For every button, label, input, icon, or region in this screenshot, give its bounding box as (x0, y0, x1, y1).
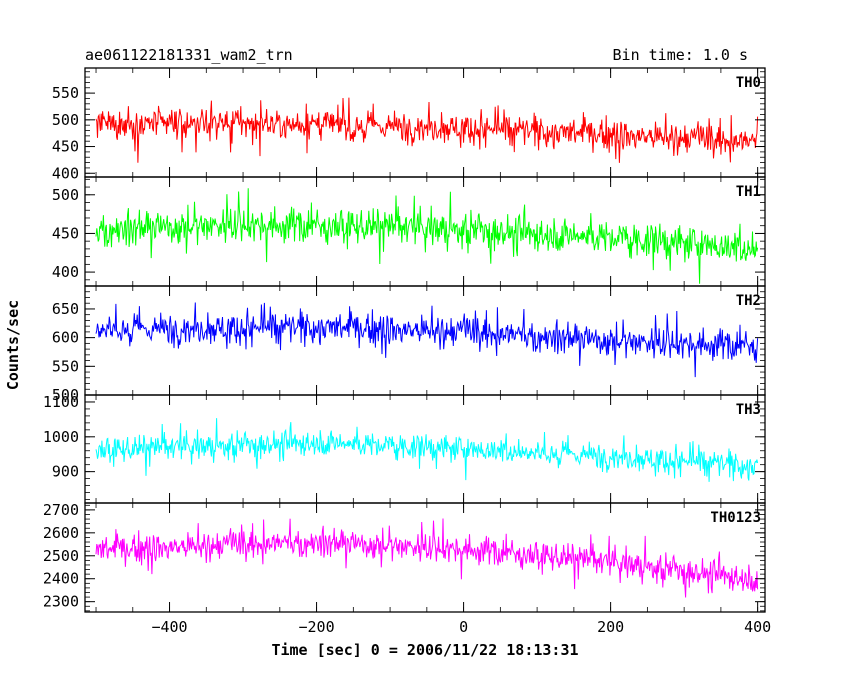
y-tick-label: 450 (52, 224, 79, 242)
x-tick-label: −400 (151, 618, 187, 636)
series-line-th0 (95, 97, 759, 163)
y-tick-label: 2300 (43, 593, 79, 611)
series-line-th2 (95, 302, 759, 378)
panel-th0: 400 450 500 550 TH0 (52, 67, 766, 182)
plot-title: ae061122181331_wam2_trn (85, 46, 293, 64)
x-tick-label: 400 (744, 618, 771, 636)
panel-label-th1: TH1 (736, 184, 761, 200)
panel-th3: 900 1000 1100 TH3 (43, 393, 766, 504)
panel-frame (84, 502, 766, 613)
panel-label-th0123: TH0123 (710, 510, 761, 526)
y-tick-label: 1000 (43, 428, 79, 446)
y-tick-label: 900 (52, 463, 79, 481)
y-axis-label: Counts/sec (4, 300, 22, 390)
y-tick-label: 450 (52, 138, 79, 156)
series-line-th1 (95, 188, 759, 284)
panels-group: 400 450 500 550 TH0 400 450 500 TH1 500 550 600 650 T… (43, 67, 766, 613)
y-tick-label: 2500 (43, 547, 79, 565)
y-tick-label: 550 (52, 84, 79, 102)
y-tick-label: 1100 (43, 393, 79, 411)
y-tick-label: 500 (52, 111, 79, 129)
y-tick-label: 2400 (43, 570, 79, 588)
y-tick-label: 400 (52, 263, 79, 281)
x-tick-label: 0 (459, 618, 468, 636)
y-tick-label: 2700 (43, 501, 79, 519)
x-axis: −400 −200 0 200 400 (151, 618, 771, 636)
x-axis-label: Time [sec] 0 = 2006/11/22 18:13:31 (271, 641, 578, 659)
x-tick-label: −200 (299, 618, 335, 636)
panel-label-th2: TH2 (736, 293, 761, 309)
panel-th1: 400 450 500 TH1 (52, 176, 766, 287)
y-tick-label: 600 (52, 329, 79, 347)
panel-label-th0: TH0 (736, 75, 761, 91)
y-tick-label: 550 (52, 357, 79, 375)
bin-time-label: Bin time: 1.0 s (613, 46, 748, 64)
panel-frame (84, 394, 766, 504)
y-tick-label: 500 (52, 186, 79, 204)
y-tick-label: 2600 (43, 524, 79, 542)
series-line-th3 (95, 418, 759, 482)
panel-label-th3: TH3 (736, 402, 761, 418)
y-tick-label: 650 (52, 300, 79, 318)
panel-th0123: 2300 2400 2500 2600 2700 TH0123 (43, 501, 766, 613)
y-tick-label: 500 (52, 386, 79, 404)
series-line-th0123 (95, 518, 759, 598)
x-tick-label: 200 (597, 618, 624, 636)
panel-th2: 500 550 600 650 TH2 (52, 285, 766, 404)
y-tick-label: 400 (52, 164, 79, 182)
